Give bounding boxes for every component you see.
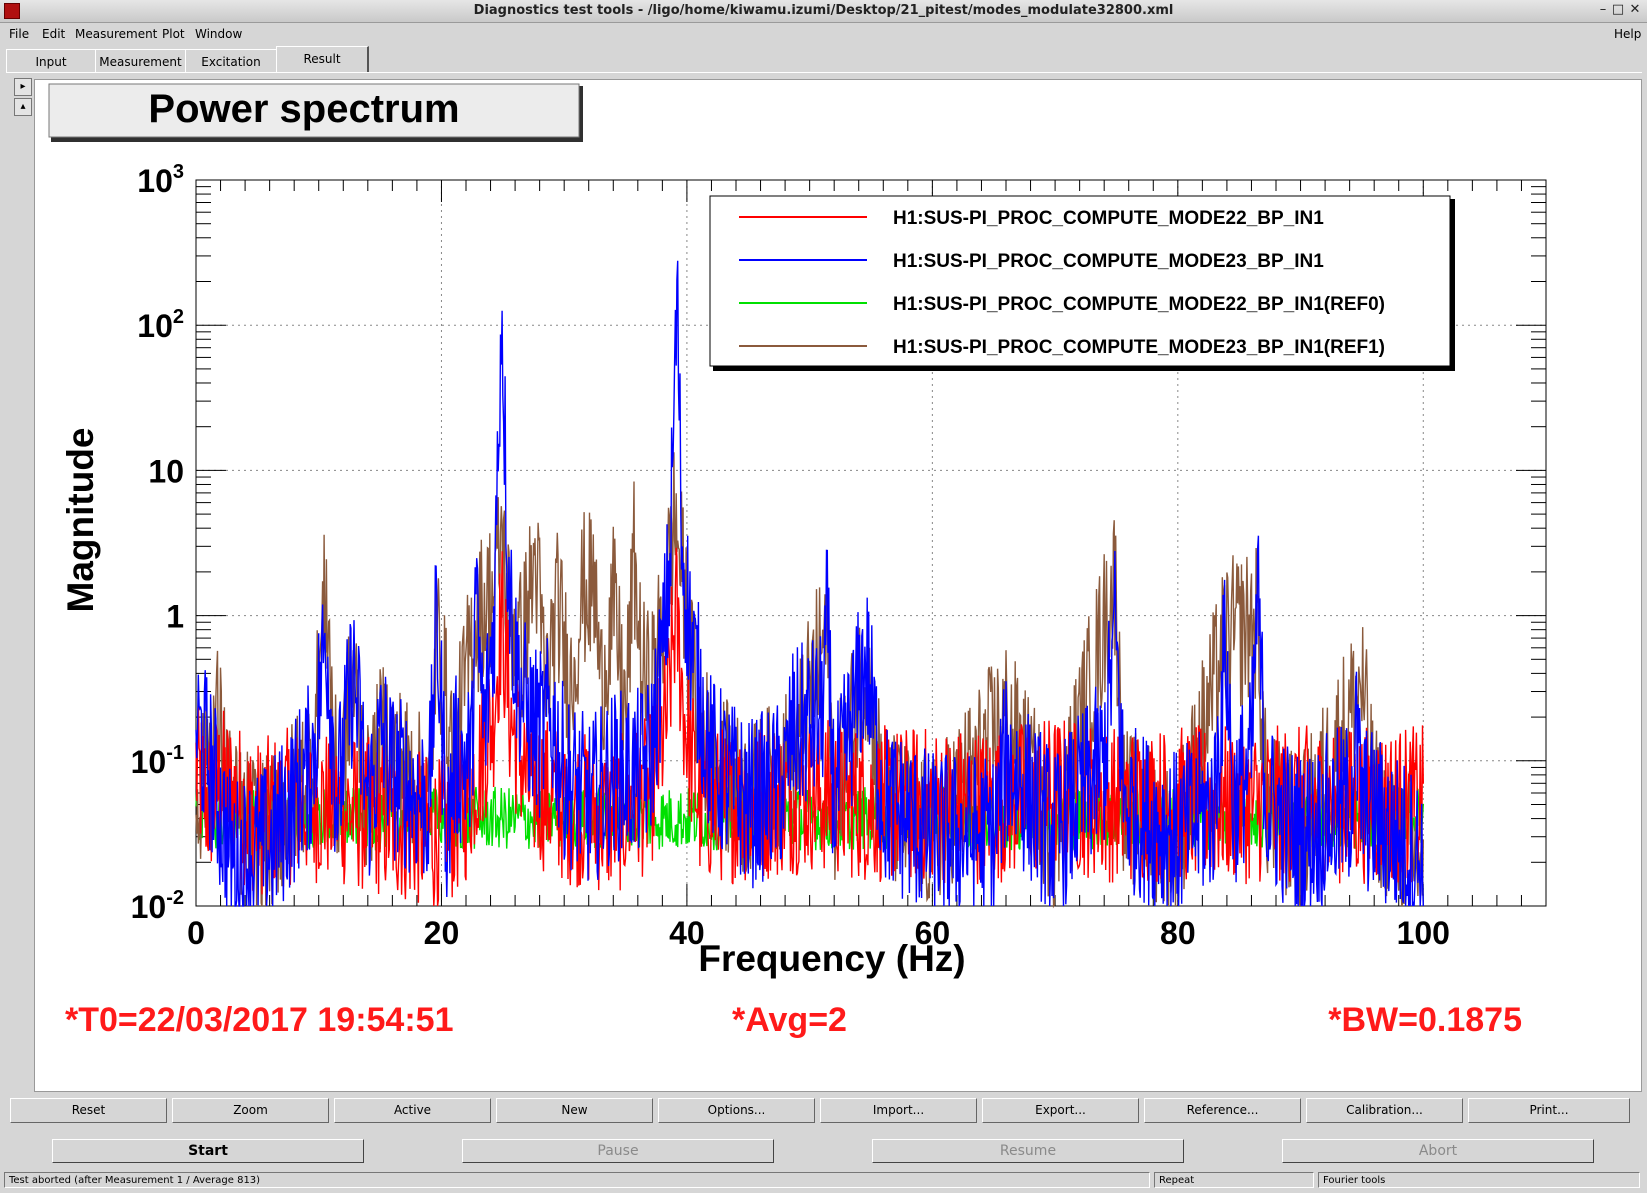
legend-label-mode22-ref0: H1:SUS-PI_PROC_COMPUTE_MODE22_BP_IN1(REF…: [893, 294, 1385, 315]
menu-file[interactable]: File: [9, 27, 30, 41]
menu-edit[interactable]: Edit: [42, 27, 66, 41]
menu-plot[interactable]: Plot: [162, 27, 185, 41]
print-button[interactable]: Print...: [1468, 1098, 1630, 1123]
y-tick-label: 10: [148, 453, 184, 489]
x-tick-label: 0: [187, 915, 205, 951]
y-tick-label: 10-2: [131, 887, 184, 925]
legend-label-mode22: H1:SUS-PI_PROC_COMPUTE_MODE22_BP_IN1: [893, 208, 1324, 229]
menu-window[interactable]: Window: [195, 27, 243, 41]
series-line-mode23-ref1: [195, 452, 1424, 909]
axis-ticks: [195, 179, 1547, 907]
start-button[interactable]: Start: [52, 1139, 364, 1163]
tab-excitation[interactable]: Excitation: [185, 49, 277, 72]
collapse-arrow-icon[interactable]: ▴: [14, 98, 32, 116]
menu-help[interactable]: Help: [1614, 27, 1642, 41]
legend: H1:SUS-PI_PROC_COMPUTE_MODE22_BP_IN1 H1:…: [709, 195, 1455, 371]
y-axis-label: Magnitude: [60, 428, 101, 613]
export-button[interactable]: Export...: [982, 1098, 1139, 1123]
menu-bar: File Edit Measurement Plot Window Help: [0, 23, 1647, 45]
x-tick-labels: 0 20 40 60 80 100: [187, 915, 1450, 951]
reference-button[interactable]: Reference...: [1144, 1098, 1301, 1123]
maximize-button[interactable]: □: [1611, 2, 1625, 17]
control-bar: Start Pause Resume Abort: [0, 1129, 1647, 1165]
legend-box: [709, 195, 1451, 367]
traces: [195, 260, 1424, 909]
tab-result[interactable]: Result: [276, 46, 369, 73]
x-tick-label: 100: [1397, 915, 1450, 951]
status-fourier-tools: Fourier tools: [1318, 1172, 1640, 1188]
plot-canvas[interactable]: Power spectrum 0 20 40 60 80 100 10-2 10…: [34, 79, 1642, 1092]
expand-arrow-icon[interactable]: ▸: [14, 78, 32, 96]
y-tick-labels: 10-2 10-1 1 10 102 103: [131, 161, 184, 925]
y-tick-label: 103: [137, 161, 184, 199]
tab-input[interactable]: Input: [6, 49, 96, 72]
avg-annotation: *Avg=2: [732, 1001, 847, 1039]
import-button[interactable]: Import...: [820, 1098, 977, 1123]
abort-button[interactable]: Abort: [1282, 1139, 1594, 1163]
x-tick-label: 20: [424, 915, 460, 951]
x-tick-label: 40: [669, 915, 705, 951]
power-spectrum-plot[interactable]: Power spectrum 0 20 40 60 80 100 10-2 10…: [35, 80, 1641, 1091]
zoom-button[interactable]: Zoom: [172, 1098, 329, 1123]
status-message: Test aborted (after Measurement 1 / Aver…: [4, 1172, 1150, 1188]
active-button[interactable]: Active: [334, 1098, 491, 1123]
y-tick-label: 1: [166, 599, 184, 635]
menu-measurement[interactable]: Measurement: [75, 27, 158, 41]
x-tick-label: 80: [1160, 915, 1196, 951]
title-box: [48, 83, 580, 138]
options-button[interactable]: Options...: [658, 1098, 815, 1123]
resume-button[interactable]: Resume: [872, 1139, 1184, 1163]
x-axis-label: Frequency (Hz): [698, 938, 965, 979]
x-tick-label: 60: [915, 915, 951, 951]
legend-label-mode23: H1:SUS-PI_PROC_COMPUTE_MODE23_BP_IN1: [893, 251, 1324, 272]
y-tick-label: 102: [137, 306, 184, 344]
legend-label-mode23-ref1: H1:SUS-PI_PROC_COMPUTE_MODE23_BP_IN1(REF…: [893, 337, 1385, 358]
bw-annotation: *BW=0.1875: [1328, 1001, 1522, 1039]
reset-button[interactable]: Reset: [10, 1098, 167, 1123]
plot-title: Power spectrum: [148, 87, 459, 131]
t0-annotation: *T0=22/03/2017 19:54:51: [65, 1001, 453, 1039]
tab-divider: [6, 72, 1642, 73]
plot-toolbar: Reset Zoom Active New Options... Import.…: [10, 1098, 1640, 1123]
close-button[interactable]: ✕: [1629, 2, 1641, 17]
window-title: Diagnostics test tools - /ligo/home/kiwa…: [473, 3, 1174, 18]
series-line-mode23: [195, 260, 1424, 907]
app-icon: [4, 3, 20, 19]
minimize-button[interactable]: –: [1599, 2, 1607, 17]
window-titlebar[interactable]: Diagnostics test tools - /ligo/home/kiwa…: [0, 0, 1647, 23]
status-bar: Test aborted (after Measurement 1 / Aver…: [4, 1172, 1644, 1190]
pause-button[interactable]: Pause: [462, 1139, 774, 1163]
y-tick-label: 10-1: [131, 742, 184, 780]
calibration-button[interactable]: Calibration...: [1306, 1098, 1463, 1123]
tab-measurement[interactable]: Measurement: [95, 49, 186, 72]
status-repeat: Repeat: [1154, 1172, 1314, 1188]
new-button[interactable]: New: [496, 1098, 653, 1123]
